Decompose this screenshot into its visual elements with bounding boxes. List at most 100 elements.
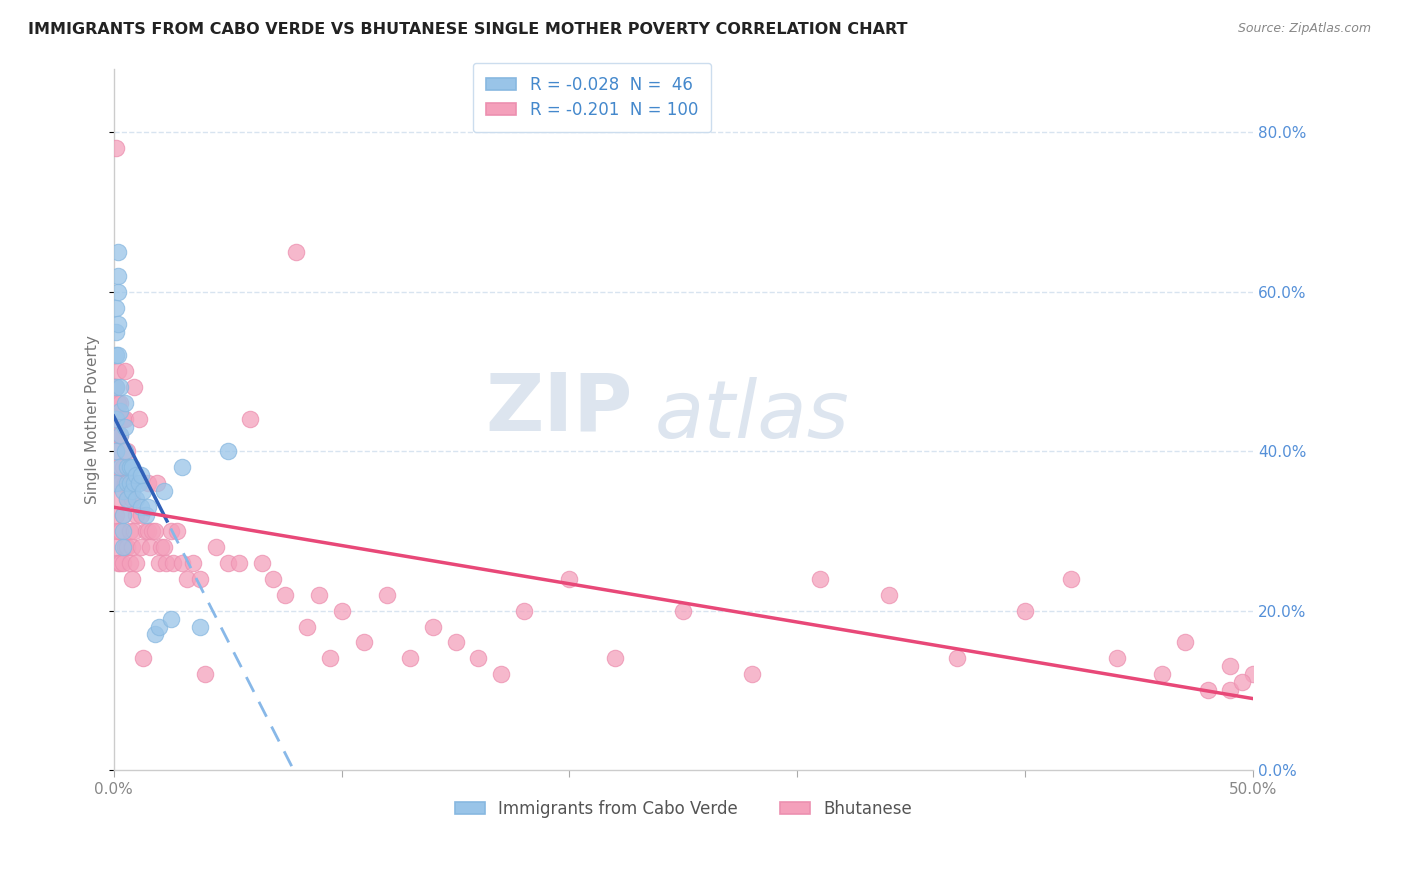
Point bbox=[117, 476, 139, 491]
Point bbox=[152, 483, 174, 498]
Point bbox=[107, 285, 129, 299]
Point bbox=[170, 556, 193, 570]
Point bbox=[104, 444, 127, 458]
Point bbox=[183, 556, 205, 570]
Point bbox=[111, 508, 134, 522]
Text: Source: ZipAtlas.com: Source: ZipAtlas.com bbox=[1237, 22, 1371, 36]
Point bbox=[166, 524, 188, 538]
Point bbox=[117, 491, 139, 506]
Point bbox=[104, 141, 127, 155]
Point bbox=[194, 667, 217, 681]
Point bbox=[104, 325, 127, 339]
Point bbox=[104, 412, 127, 426]
Point bbox=[399, 651, 422, 665]
Point bbox=[1219, 683, 1241, 698]
Point bbox=[107, 556, 129, 570]
Point bbox=[125, 508, 148, 522]
Point bbox=[118, 556, 141, 570]
Text: atlas: atlas bbox=[654, 376, 849, 455]
Point bbox=[603, 651, 626, 665]
Point bbox=[110, 380, 132, 394]
Point bbox=[319, 651, 342, 665]
Point bbox=[104, 380, 127, 394]
Text: IMMIGRANTS FROM CABO VERDE VS BHUTANESE SINGLE MOTHER POVERTY CORRELATION CHART: IMMIGRANTS FROM CABO VERDE VS BHUTANESE … bbox=[28, 22, 908, 37]
Point bbox=[128, 476, 150, 491]
Point bbox=[1219, 659, 1241, 673]
Point bbox=[107, 396, 129, 410]
Point bbox=[250, 556, 273, 570]
Point bbox=[877, 588, 900, 602]
Point bbox=[672, 603, 695, 617]
Point bbox=[107, 364, 129, 378]
Point bbox=[375, 588, 398, 602]
Point bbox=[118, 476, 141, 491]
Point bbox=[741, 667, 763, 681]
Point bbox=[114, 364, 136, 378]
Point bbox=[136, 476, 159, 491]
Point bbox=[148, 556, 170, 570]
Point bbox=[129, 508, 152, 522]
Point bbox=[467, 651, 489, 665]
Point bbox=[110, 428, 132, 442]
Point bbox=[111, 524, 134, 538]
Point bbox=[107, 524, 129, 538]
Point bbox=[121, 483, 143, 498]
Point bbox=[111, 556, 134, 570]
Point bbox=[148, 619, 170, 633]
Point bbox=[217, 556, 239, 570]
Point bbox=[155, 556, 177, 570]
Point bbox=[143, 524, 166, 538]
Point bbox=[104, 349, 127, 363]
Point bbox=[129, 468, 152, 483]
Point bbox=[114, 444, 136, 458]
Point bbox=[117, 491, 139, 506]
Point bbox=[118, 460, 141, 475]
Point bbox=[159, 524, 181, 538]
Point bbox=[308, 588, 330, 602]
Point bbox=[297, 619, 319, 633]
Point bbox=[1174, 635, 1197, 649]
Point bbox=[114, 540, 136, 554]
Point bbox=[104, 301, 127, 315]
Point bbox=[239, 412, 262, 426]
Point bbox=[110, 404, 132, 418]
Point bbox=[104, 412, 127, 426]
Point bbox=[273, 588, 295, 602]
Point bbox=[139, 540, 162, 554]
Point bbox=[353, 635, 375, 649]
Point bbox=[122, 380, 145, 394]
Point bbox=[118, 476, 141, 491]
Point bbox=[422, 619, 444, 633]
Point bbox=[111, 412, 134, 426]
Point bbox=[104, 508, 127, 522]
Point bbox=[122, 524, 145, 538]
Point bbox=[330, 603, 353, 617]
Point bbox=[104, 444, 127, 458]
Point bbox=[513, 603, 536, 617]
Point bbox=[128, 412, 150, 426]
Point bbox=[110, 396, 132, 410]
Point bbox=[125, 491, 148, 506]
Point bbox=[110, 428, 132, 442]
Legend: Immigrants from Cabo Verde, Bhutanese: Immigrants from Cabo Verde, Bhutanese bbox=[449, 794, 918, 825]
Point bbox=[170, 460, 193, 475]
Point bbox=[143, 627, 166, 641]
Point bbox=[262, 572, 284, 586]
Point bbox=[104, 476, 127, 491]
Point bbox=[444, 635, 467, 649]
Point bbox=[217, 444, 239, 458]
Point bbox=[111, 460, 134, 475]
Point bbox=[111, 540, 134, 554]
Point bbox=[808, 572, 831, 586]
Point bbox=[141, 524, 163, 538]
Point bbox=[150, 540, 173, 554]
Point bbox=[125, 556, 148, 570]
Point bbox=[129, 500, 152, 514]
Point bbox=[129, 540, 152, 554]
Point bbox=[132, 651, 155, 665]
Point bbox=[114, 396, 136, 410]
Point bbox=[121, 460, 143, 475]
Point bbox=[132, 483, 155, 498]
Point bbox=[162, 556, 184, 570]
Point bbox=[107, 268, 129, 283]
